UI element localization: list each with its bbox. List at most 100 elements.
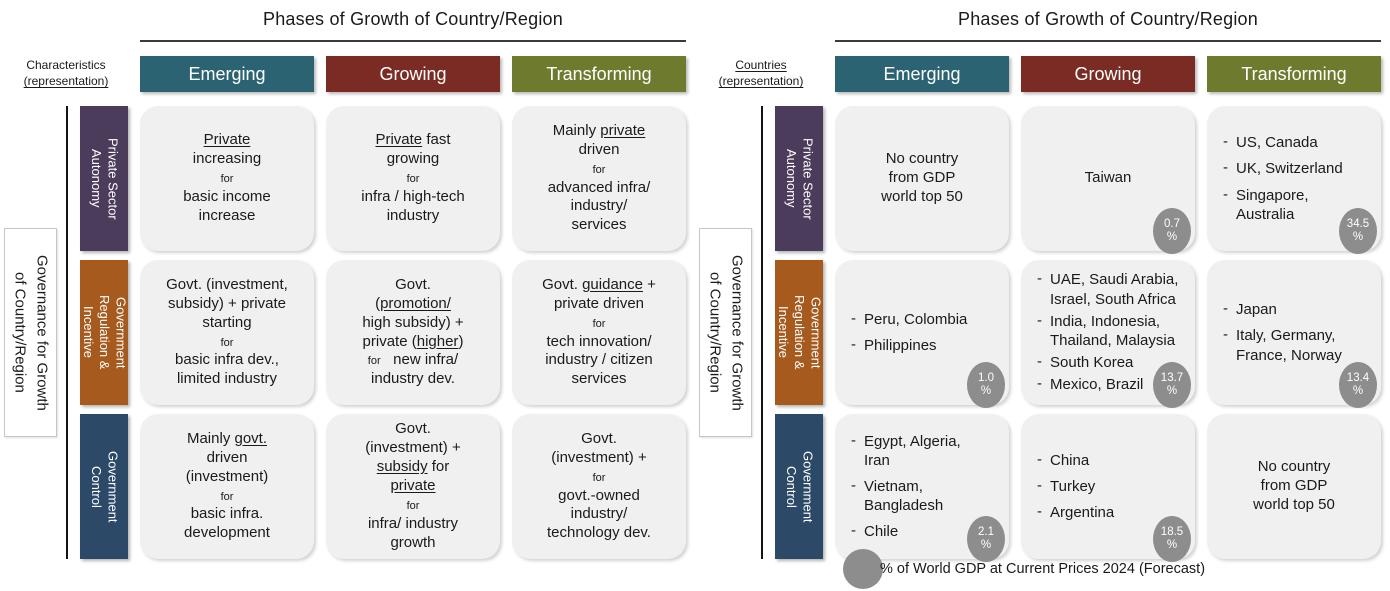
country-names: Argentina: [1050, 504, 1115, 522]
country-list-item: - Egypt, Algeria, Iran: [851, 432, 961, 470]
cell-private-sector-transforming: Mainly private driven for advanced infra/in…: [512, 106, 686, 251]
corner-label-line: (representation): [718, 74, 804, 88]
country-list-item: - Italy, Germany, France, Norway: [1223, 326, 1342, 364]
row-label-text: Government Regulation & Incentive: [80, 295, 129, 370]
cell-government-growing: - China - Turkey - Argentina 18.5%: [1021, 414, 1195, 562]
bullet-dash: -: [1037, 476, 1042, 494]
cell-government-emerging: Govt. (investment, subsidy) + private star…: [140, 260, 314, 405]
gdp-share-unit: %: [1166, 539, 1178, 551]
cell-private-sector-growing: Private fast growing for infra / high-tech i…: [326, 106, 500, 251]
bullet-dash: -: [1223, 159, 1228, 177]
country-list-item: - Japan: [1223, 300, 1342, 319]
bullet-dash: -: [851, 476, 856, 494]
column-header-transforming: Transforming: [1207, 56, 1381, 92]
row-label-text: Government Control: [89, 450, 121, 523]
bullet-dash: -: [1223, 185, 1228, 203]
gdp-share-unit: %: [1166, 231, 1178, 243]
country-names: Japan: [1236, 301, 1277, 319]
cell-text: No country from GDP world top 50: [1253, 458, 1335, 513]
cell-private-sector-emerging: No country from GDP world top 50: [835, 106, 1009, 251]
column-header-transforming: Transforming: [512, 56, 686, 92]
gdp-share-value: 34.5: [1346, 218, 1370, 231]
cell-text: Mainly private driven for advanced infra/in…: [547, 121, 651, 234]
country-list-item: - UAE, Saudi Arabia, Israel, South Africa: [1037, 270, 1178, 308]
bullet-dash: -: [1037, 450, 1042, 468]
bullet-dash: -: [851, 336, 856, 353]
country-names: China: [1050, 451, 1090, 469]
country-names: Mexico, Brazil: [1050, 376, 1144, 394]
cell-text: No country from GDP world top 50: [881, 150, 963, 205]
country-list-item: - Vietnam, Bangladesh: [851, 477, 961, 515]
gdp-share-unit: %: [1166, 385, 1178, 397]
cell-text: Govt. guidance + private driven for tech in…: [542, 275, 656, 388]
bullet-dash: -: [1037, 503, 1042, 521]
bullet-dash: -: [1223, 326, 1228, 344]
gdp-share-badge: 13.4%: [1339, 362, 1377, 408]
row-label-text: Government Regulation & Incentive: [775, 295, 824, 370]
country-list: - US, Canada - UK, Switzerland - Singapore, A…: [1223, 133, 1343, 224]
panel-grid: Phases of Growth of Country/Region Countr…: [698, 6, 1381, 562]
gdp-legend-label: % of World GDP at Current Prices 2024 (F…: [880, 561, 1206, 577]
bullet-dash: -: [851, 522, 856, 540]
cell-government-emerging: Mainly govt. driven (investment) for basic i…: [140, 414, 314, 559]
country-list-item: - China: [1037, 451, 1114, 470]
column-header-growing: Growing: [326, 56, 500, 92]
cell-government-transforming: Govt. guidance + private driven for tech in…: [512, 260, 686, 405]
country-names: Philippines: [864, 337, 937, 354]
gdp-badge-icon: [843, 549, 883, 589]
cell-government-transforming: Govt. (investment) + for govt.-owned industr…: [512, 414, 686, 559]
cell-text: Private increasing for basic income increase: [183, 131, 271, 224]
corner-label-line: Countries: [735, 58, 787, 73]
bullet-dash: -: [1037, 270, 1042, 288]
cell-private-sector-emerging: Private increasing for basic income increase: [140, 106, 314, 251]
gdp-share-unit: %: [1352, 231, 1364, 243]
gdp-share-value: 13.7: [1160, 372, 1184, 385]
column-header-emerging: Emerging: [140, 56, 314, 92]
gdp-share-badge: 18.5%: [1153, 516, 1191, 562]
cell-government-growing: Govt. (promotion/high subsidy) + private (…: [326, 260, 500, 405]
row-label-text: Government Control: [784, 450, 816, 523]
country-names: India, Indonesia, Thailand, Malaysia: [1050, 312, 1176, 349]
row-label-text: Private Sector Autonomy: [89, 137, 121, 220]
matrix-panel-countries: Phases of Growth of Country/Region Countr…: [695, 0, 1390, 591]
country-list-item: - South Korea: [1037, 353, 1178, 372]
country-names: Egypt, Algeria, Iran: [864, 432, 961, 469]
gdp-share-unit: %: [980, 539, 992, 551]
country-list-item: - Chile: [851, 522, 961, 541]
cell-text: Govt. (investment) + for govt.-owned industr…: [547, 429, 651, 542]
corner-label: Countries (representation): [699, 58, 823, 89]
phase-axis-title: Phases of Growth of Country/Region: [140, 6, 686, 42]
gdp-share-value: 2.1: [978, 526, 994, 539]
cell-text: Private fast growing for infra / high-tech i…: [361, 131, 465, 224]
bullet-dash: -: [851, 431, 856, 449]
governance-axis-label: Governance for Growth of Country/Region: [3, 227, 58, 438]
cell-government-growing: Govt. (investment) + subsidy for private for…: [326, 414, 500, 559]
row-label-text: Private Sector Autonomy: [784, 137, 816, 220]
country-names: Turkey: [1050, 477, 1096, 495]
corner-label-line: (representation): [23, 74, 109, 88]
governance-axis: Governance for Growth of Country/Region: [698, 106, 763, 559]
bullet-dash: -: [1037, 375, 1042, 393]
row-label-private-sector-autonomy: Private Sector Autonomy: [80, 106, 128, 251]
row-label-government-regulation-incentive: Government Regulation & Incentive: [80, 260, 128, 405]
country-list-item: - India, Indonesia, Thailand, Malaysia: [1037, 312, 1178, 350]
country-list-item: - UK, Switzerland: [1223, 159, 1343, 178]
country-list: - Japan - Italy, Germany, France, Norway: [1223, 300, 1342, 365]
gdp-share-badge: 2.1%: [967, 516, 1005, 562]
cell-government-emerging: - Egypt, Algeria, Iran - Vietnam, Banglades…: [835, 414, 1009, 562]
cell-private-sector-growing: Taiwan 0.7%: [1021, 106, 1195, 254]
matrix-panel-characteristics: Phases of Growth of Country/Region Charac…: [3, 6, 686, 559]
cell-text: Taiwan: [1084, 169, 1132, 187]
country-names: South Korea: [1050, 354, 1134, 372]
cell-government-transforming: No country from GDP world top 50: [1207, 414, 1381, 559]
gdp-share-badge: 13.7%: [1153, 362, 1191, 408]
country-names: US, Canada: [1236, 134, 1318, 152]
country-list-item: - Singapore, Australia: [1223, 186, 1343, 224]
gdp-share-badge: 1.0%: [967, 362, 1005, 408]
country-list-item: - Argentina: [1037, 503, 1114, 522]
column-header-growing: Growing: [1021, 56, 1195, 92]
cell-government-growing: - UAE, Saudi Arabia, Israel, South Africa…: [1021, 260, 1195, 408]
country-names: Italy, Germany, France, Norway: [1236, 327, 1342, 364]
row-label-government-regulation-incentive: Government Regulation & Incentive: [775, 260, 823, 405]
gdp-share-badge: 34.5%: [1339, 208, 1377, 254]
